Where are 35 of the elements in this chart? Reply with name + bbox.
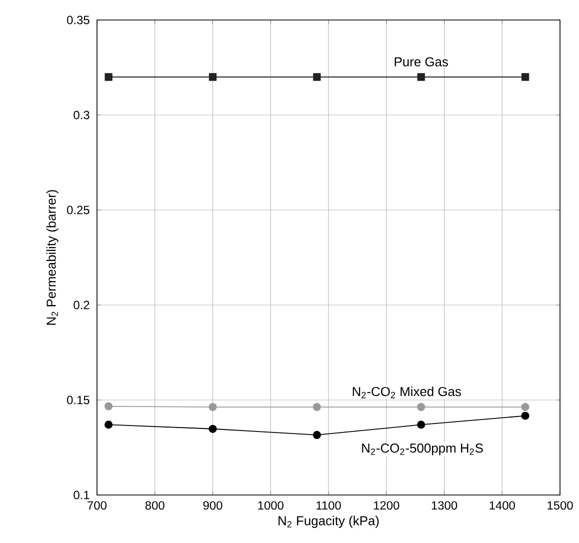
series-label: N$_{2}$-CO$_{2}$-500ppm H$_{2}$S (362, 444, 483, 456)
point (313, 73, 321, 81)
point (104, 402, 113, 410)
y-tick-label: 0.25 (67, 206, 90, 214)
point (208, 73, 217, 81)
y-tick-label: 0.1 (74, 490, 90, 500)
point (417, 420, 426, 429)
y-tick-label: 0.2 (74, 300, 90, 310)
x-tick-label: 1500 (548, 501, 573, 510)
point (208, 424, 217, 433)
series-label: N$_{2}$-CO$_{2}$ Mixed Gas (352, 386, 461, 398)
x-tick-label: 1200 (374, 501, 400, 510)
point (208, 402, 217, 412)
point (104, 420, 113, 429)
point (417, 73, 425, 81)
x-tick-label: 900 (203, 501, 222, 510)
y-tick-label: 0.15 (67, 396, 90, 404)
point (312, 430, 321, 439)
x-tick-label: 1300 (432, 501, 458, 510)
x-tick-label: 1100 (316, 501, 341, 510)
point (521, 73, 530, 81)
x-tick-label: 800 (145, 501, 164, 510)
series-label: Pure Gas (394, 57, 448, 66)
x-tick-label: 700 (88, 501, 107, 510)
x-tick-label: 1000 (258, 501, 284, 510)
point (312, 402, 321, 412)
y-axis-title: N$_{2}$ Permeability (barrer) (46, 190, 58, 325)
x-axis-title: N$_{2}$ Fugacity (kPa) (278, 516, 379, 528)
point (521, 412, 530, 420)
point (417, 402, 426, 412)
point (521, 402, 530, 412)
point (104, 73, 112, 81)
y-tick-label: 0.3 (74, 110, 90, 120)
x-tick-label: 1400 (490, 501, 515, 510)
y-tick-label: 0.35 (67, 16, 90, 24)
